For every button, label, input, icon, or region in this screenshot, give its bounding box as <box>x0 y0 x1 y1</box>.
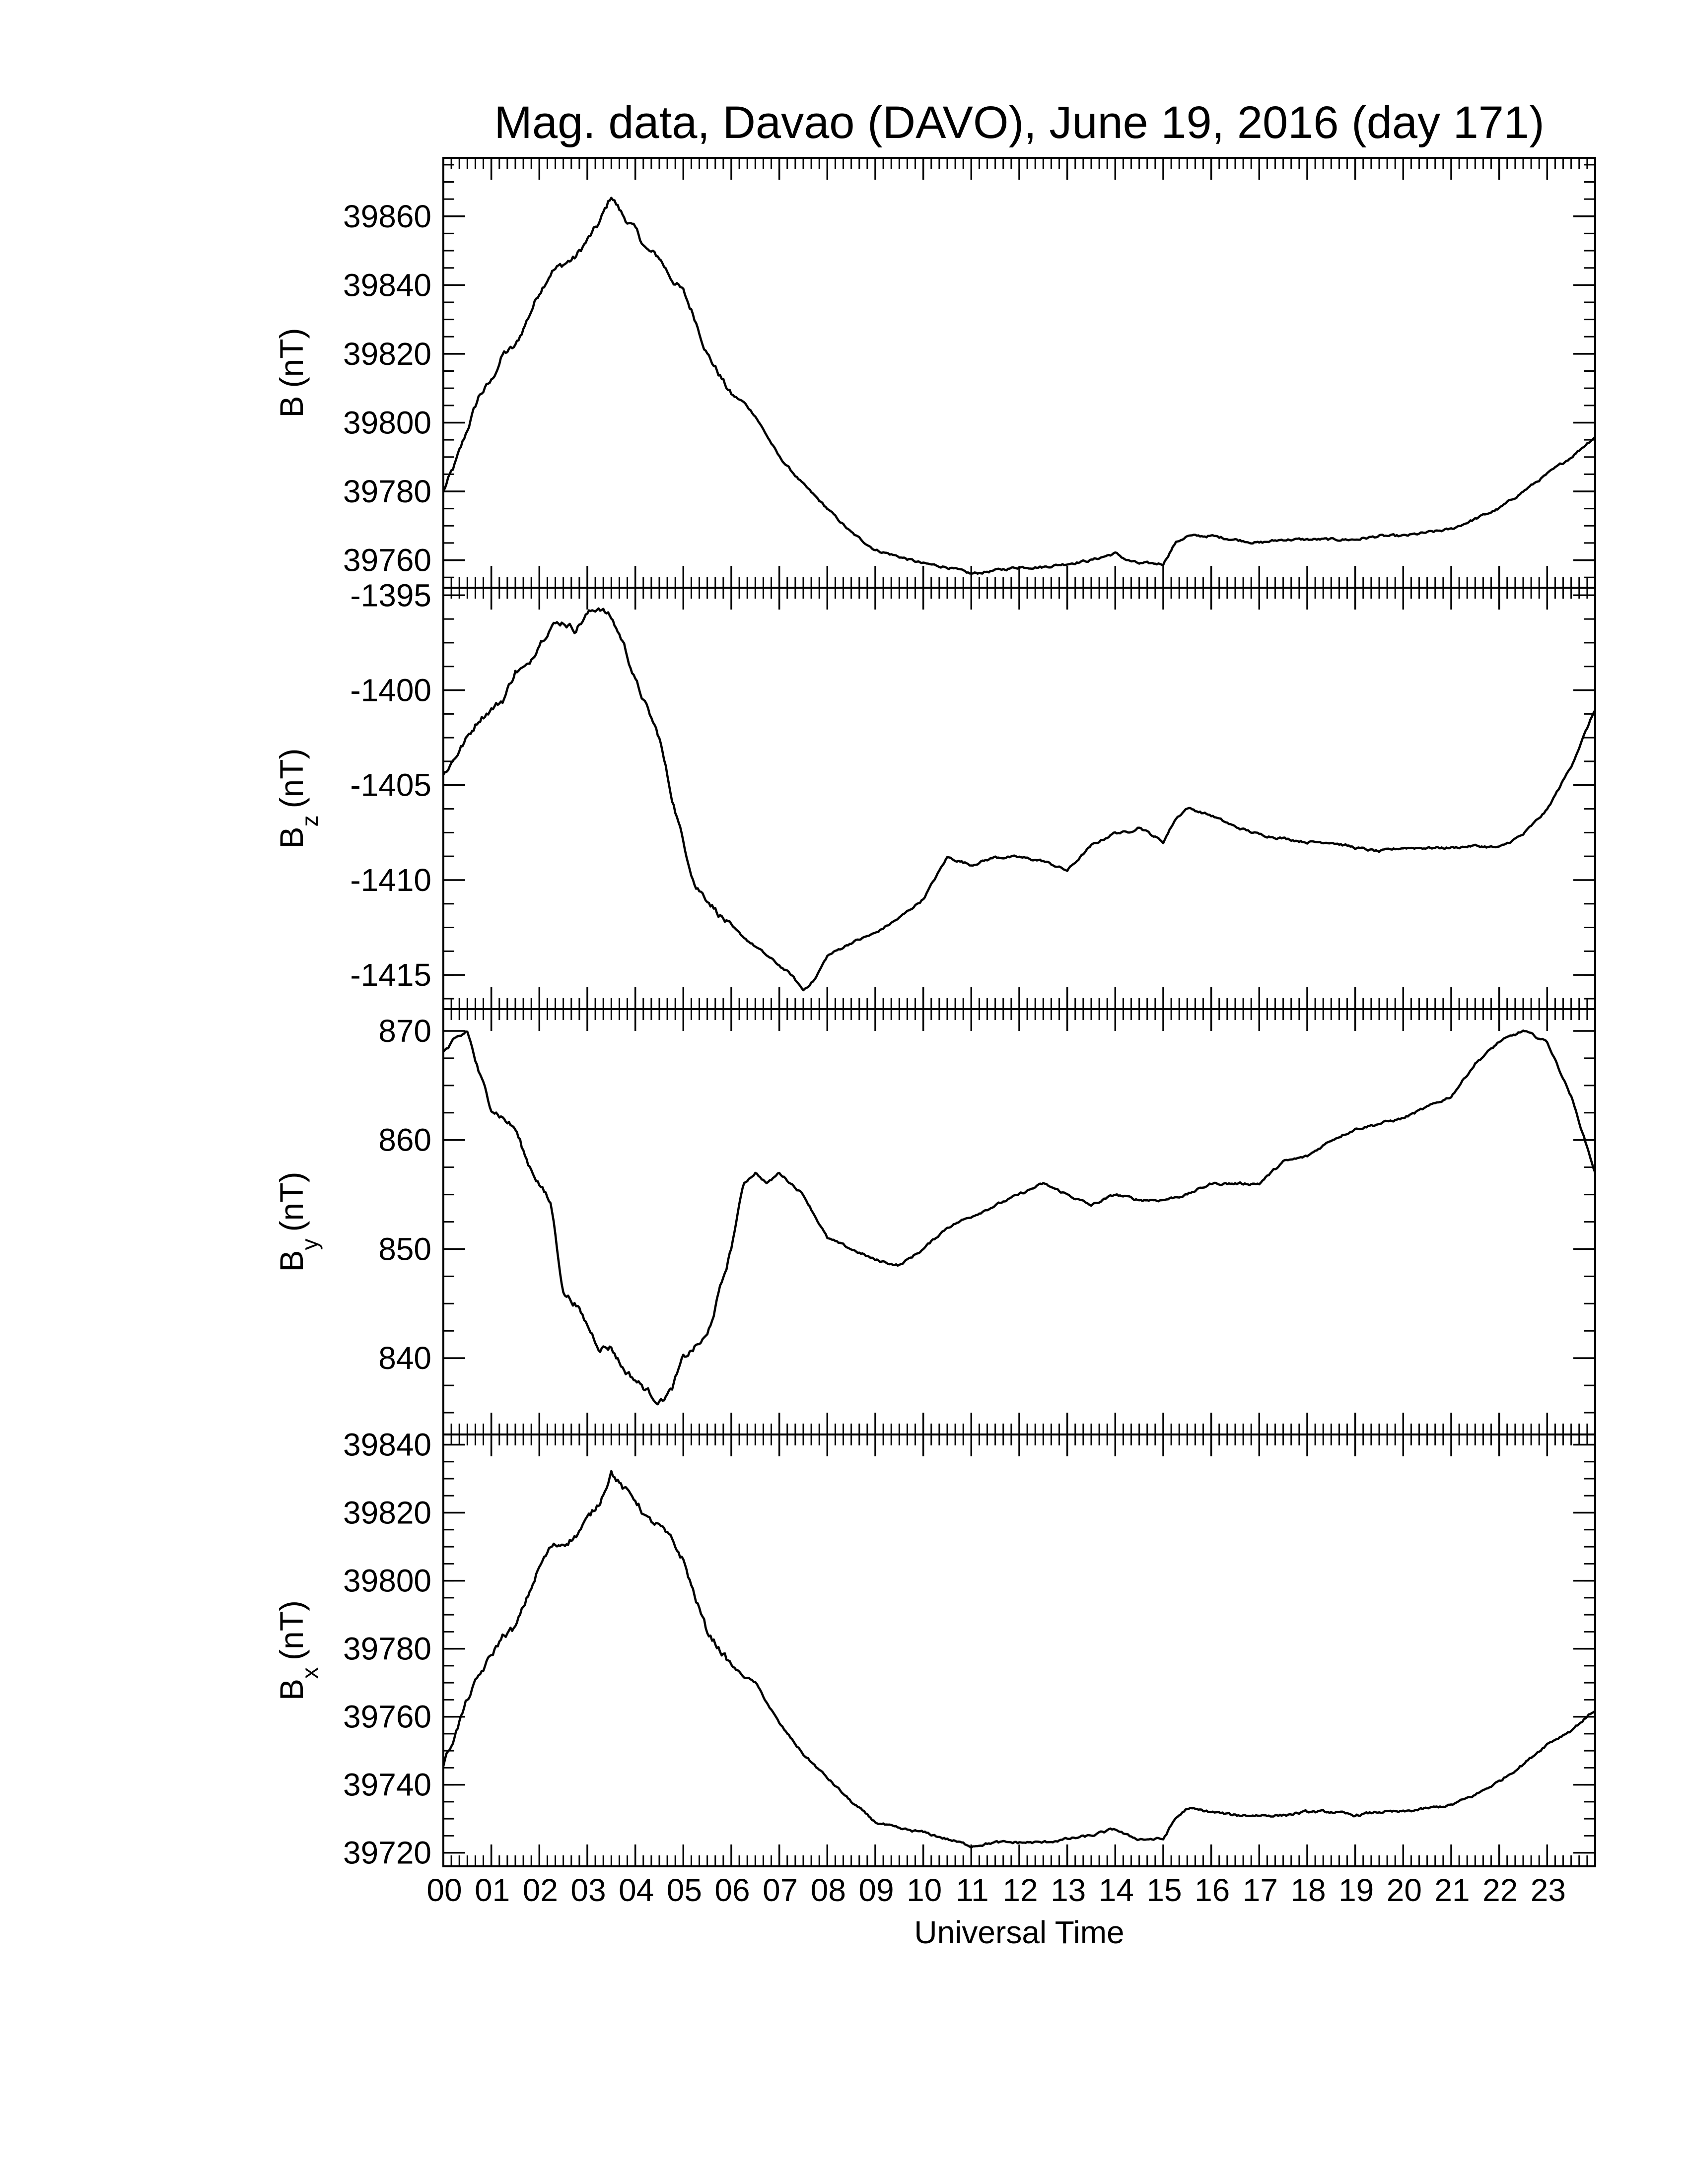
series-line <box>442 197 1596 575</box>
y-axis-label-main: B <box>273 826 310 848</box>
y-tick-label: -1405 <box>350 767 431 803</box>
x-tick-label: 09 <box>858 1872 894 1908</box>
y-axis-label-unit: (nT) <box>273 748 310 808</box>
x-tick-label: 12 <box>1002 1872 1038 1908</box>
x-axis-label: Universal Time <box>914 1914 1124 1950</box>
y-tick-label: -1415 <box>350 957 431 993</box>
x-tick-label: 19 <box>1338 1872 1374 1908</box>
x-tick-label: 10 <box>907 1872 942 1908</box>
y-axis-label: B (nT) <box>273 328 310 417</box>
x-tick-label: 17 <box>1243 1872 1278 1908</box>
y-axis-label-main: B <box>273 1679 310 1701</box>
y-tick-label: 39800 <box>343 1563 431 1599</box>
x-tick-label: 07 <box>763 1872 798 1908</box>
y-tick-label: 39820 <box>343 1495 431 1531</box>
x-tick-label: 06 <box>714 1872 750 1908</box>
x-tick-label: 04 <box>619 1872 654 1908</box>
x-tick-label: 20 <box>1387 1872 1422 1908</box>
y-axis-label-unit: (nT) <box>273 1600 310 1660</box>
x-tick-label: 01 <box>475 1872 510 1908</box>
y-tick-label: 39720 <box>343 1835 431 1871</box>
y-axis-label-sub: x <box>297 1667 323 1679</box>
y-axis-label: Bz (nT) <box>273 748 323 848</box>
y-tick-label: 39780 <box>343 474 431 509</box>
x-tick-label: 15 <box>1146 1872 1182 1908</box>
x-tick-label: 00 <box>426 1872 462 1908</box>
y-tick-label: -1400 <box>350 673 431 708</box>
x-tick-label: 08 <box>811 1872 846 1908</box>
y-tick-label: -1410 <box>350 862 431 898</box>
x-axis-group: 00 01 02 03 04 05 06 07 08 09 10 11 12 13 14 15 16 17 18 19… <box>426 1872 1566 1908</box>
x-tick-label: 23 <box>1531 1872 1566 1908</box>
y-tick-label: 860 <box>378 1122 431 1158</box>
y-axis-label-unit: (nT) <box>273 328 310 388</box>
y-axis-label-unit: (nT) <box>273 1171 310 1231</box>
y-tick-label: 39740 <box>343 1767 431 1803</box>
x-tick-label: 14 <box>1099 1872 1134 1908</box>
panel-3: 840 850 860 870 By (nT) <box>273 1008 1597 1435</box>
panel-1: 39760 39780 39800 39820 39840 39860 B (nT) <box>273 157 1596 589</box>
y-tick-label: 39780 <box>343 1631 431 1667</box>
y-tick-label: 39840 <box>343 267 431 303</box>
x-tick-label: 21 <box>1434 1872 1470 1908</box>
x-tick-label: 18 <box>1290 1872 1326 1908</box>
y-tick-label: 39820 <box>343 336 431 372</box>
x-tick-label: 03 <box>570 1872 606 1908</box>
chart-title: Mag. data, Davao (DAVO), June 19, 2016 (… <box>494 97 1544 148</box>
panels-group: 39760 39780 39800 39820 39840 39860 B (nT) -1415… <box>273 157 1597 1871</box>
y-tick-label: 850 <box>378 1231 431 1267</box>
y-tick-label: 39760 <box>343 543 431 578</box>
y-tick-label: 840 <box>378 1340 431 1376</box>
y-tick-label: -1395 <box>350 577 431 613</box>
y-axis-label: By (nT) <box>273 1171 323 1272</box>
y-axis-label-sub: z <box>297 815 323 826</box>
y-axis-label-main: B <box>273 396 310 417</box>
y-tick-label: 870 <box>378 1013 431 1049</box>
y-tick-label: 39840 <box>343 1427 431 1463</box>
panel-4: 39720 39740 39760 39780 39800 39820 39840 Bx (nT… <box>273 1427 1596 1871</box>
x-tick-label: 02 <box>523 1872 558 1908</box>
x-tick-label: 16 <box>1195 1872 1230 1908</box>
x-tick-label: 11 <box>956 1872 988 1908</box>
y-axis-label-sub: y <box>297 1238 323 1250</box>
x-tick-label: 22 <box>1482 1872 1518 1908</box>
series-line <box>442 1470 1596 1849</box>
y-tick-label: 39860 <box>343 199 431 234</box>
y-tick-label: 39800 <box>343 405 431 440</box>
x-tick-label: 05 <box>667 1872 702 1908</box>
y-tick-label: 39760 <box>343 1699 431 1735</box>
y-axis-label: Bx (nT) <box>273 1600 323 1701</box>
series-line <box>442 607 1596 992</box>
y-axis-label-main: B <box>273 1250 310 1272</box>
x-tick-label: 13 <box>1051 1872 1086 1908</box>
